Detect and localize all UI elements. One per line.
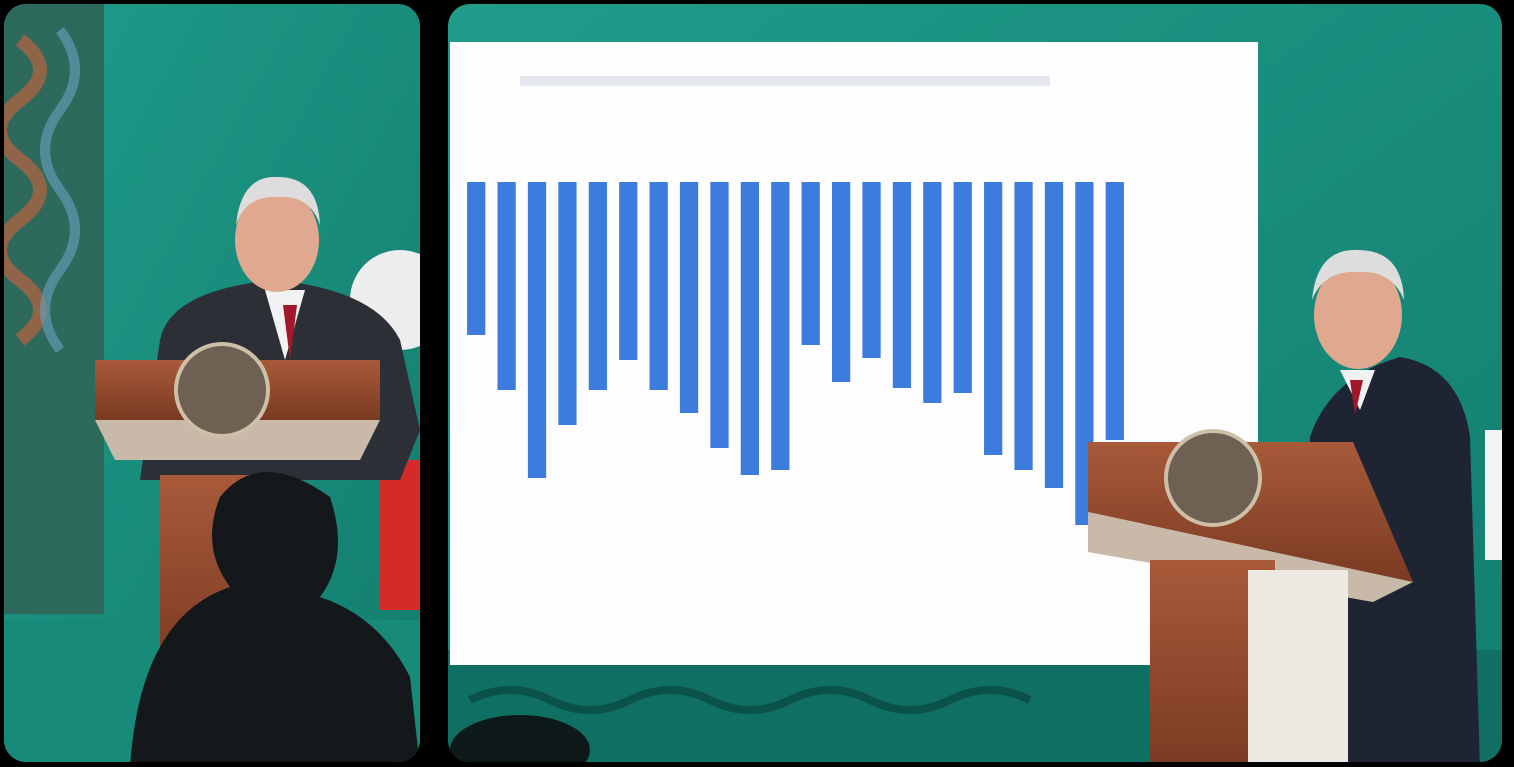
bar — [923, 182, 942, 403]
bar — [619, 182, 638, 360]
bar — [862, 182, 881, 358]
bar — [953, 182, 972, 393]
bar — [558, 182, 577, 425]
bar — [1075, 182, 1094, 525]
bar — [649, 182, 668, 390]
right-photo — [448, 4, 1502, 762]
bar — [801, 182, 820, 345]
bar — [679, 182, 699, 413]
bar — [984, 182, 1003, 455]
bar — [588, 182, 607, 390]
bar — [831, 182, 851, 382]
bar — [467, 182, 486, 335]
left-photo — [4, 4, 420, 762]
bar — [1044, 182, 1064, 488]
bar — [1014, 182, 1033, 470]
screen-title-blur — [520, 76, 1050, 86]
bar — [497, 182, 516, 390]
bar — [710, 182, 729, 448]
bar — [740, 182, 760, 475]
bar — [527, 182, 547, 478]
bar — [892, 182, 912, 388]
bar — [771, 182, 790, 470]
bar — [1105, 182, 1124, 440]
screen-chart — [467, 182, 1124, 525]
